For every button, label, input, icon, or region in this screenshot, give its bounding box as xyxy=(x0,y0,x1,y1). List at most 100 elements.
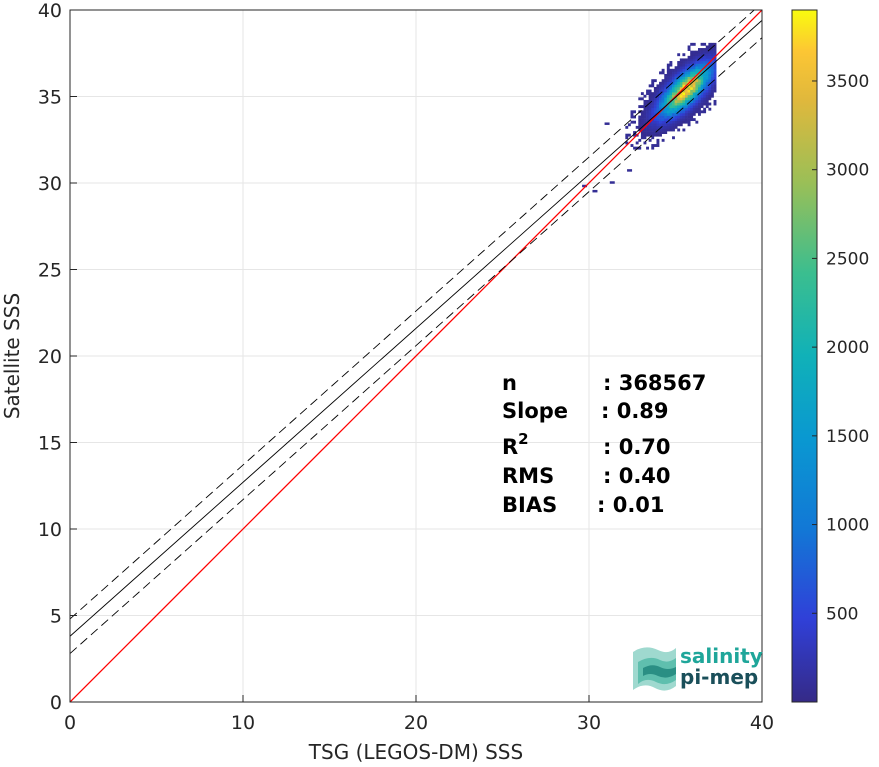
x-tick-label: 10 xyxy=(231,712,255,734)
density-cell xyxy=(703,55,707,59)
density-cell xyxy=(638,125,642,129)
density-cell xyxy=(661,125,665,129)
density-cell xyxy=(700,92,704,96)
density-cell xyxy=(708,53,712,57)
density-cell xyxy=(682,68,686,72)
stat-label-r2-base: R xyxy=(502,435,518,459)
density-cell xyxy=(713,42,717,46)
density-cell xyxy=(659,102,662,106)
density-cell xyxy=(679,99,683,103)
density-cell xyxy=(695,94,699,98)
density-cell xyxy=(697,61,701,64)
density-cell xyxy=(669,79,673,83)
density-cell xyxy=(674,89,678,93)
density-cell xyxy=(679,92,683,96)
density-cell xyxy=(651,125,655,129)
density-cell xyxy=(672,120,675,124)
density-outlier xyxy=(582,184,588,188)
density-cell xyxy=(700,63,704,67)
density-cell xyxy=(674,86,678,90)
density-cell xyxy=(682,102,686,106)
density-cell xyxy=(690,50,694,54)
density-cell xyxy=(700,50,704,54)
density-cell xyxy=(692,66,696,70)
density-cell xyxy=(697,68,701,72)
density-cell xyxy=(687,94,691,98)
density-cell xyxy=(661,84,665,88)
density-cell xyxy=(661,97,665,101)
density-cell xyxy=(664,92,668,96)
density-cell xyxy=(648,123,652,127)
density-cell xyxy=(669,94,673,98)
density-cell xyxy=(653,110,657,114)
density-cell xyxy=(661,112,665,116)
density-cell xyxy=(679,105,683,109)
density-cell xyxy=(697,79,701,83)
density-cell xyxy=(692,107,696,111)
density-cell xyxy=(666,128,670,132)
density-cell xyxy=(690,110,694,114)
density-cell xyxy=(672,92,675,96)
density-cell xyxy=(677,128,681,132)
density-cell xyxy=(710,79,714,83)
density-cell xyxy=(669,68,673,72)
density-cell xyxy=(682,71,686,75)
density-cell xyxy=(643,131,647,134)
density-cell xyxy=(682,84,686,88)
density-cell xyxy=(653,123,657,127)
colorbar-tick-label: 1500 xyxy=(826,427,869,447)
density-outlier xyxy=(592,189,598,193)
density-cell xyxy=(648,131,652,134)
density-cell xyxy=(656,92,660,96)
density-cell xyxy=(656,115,660,119)
density-cell xyxy=(697,102,701,106)
density-cell xyxy=(669,89,673,93)
density-cell xyxy=(672,136,675,140)
density-cell xyxy=(656,89,660,93)
density-cell xyxy=(669,97,673,101)
density-cell xyxy=(653,86,657,90)
density-cell xyxy=(690,94,694,98)
density-cell xyxy=(677,123,681,127)
density-cell xyxy=(664,76,668,80)
density-cell xyxy=(695,79,699,83)
density-cell xyxy=(697,105,701,109)
density-cell xyxy=(643,99,647,103)
density-cell xyxy=(703,84,707,88)
density-cell xyxy=(692,81,696,85)
density-cell xyxy=(682,76,686,80)
density-cell xyxy=(713,48,717,51)
density-cell xyxy=(690,74,694,77)
density-cell xyxy=(648,115,652,119)
density-cell xyxy=(713,79,717,83)
density-cell xyxy=(690,76,694,80)
density-cell xyxy=(666,125,670,129)
density-cell xyxy=(705,105,709,109)
stat-value-slope: : 0.89 xyxy=(601,399,669,423)
density-cell xyxy=(705,81,709,85)
density-cell xyxy=(672,71,675,75)
density-cell xyxy=(703,86,707,90)
density-cell xyxy=(700,53,704,57)
density-cell xyxy=(646,102,649,106)
density-cell xyxy=(651,81,655,85)
y-tick-label: 0 xyxy=(50,692,62,714)
density-cell xyxy=(664,84,668,88)
density-cell xyxy=(708,81,712,85)
density-cell xyxy=(705,99,709,103)
density-cell xyxy=(679,68,683,72)
density-cell xyxy=(651,144,655,147)
density-cell xyxy=(664,74,668,77)
density-cell xyxy=(682,89,686,93)
density-cell xyxy=(630,112,634,116)
density-cell xyxy=(700,74,704,77)
density-cell xyxy=(666,63,670,67)
density-cell xyxy=(669,76,673,80)
density-cell xyxy=(651,107,655,111)
density-cell xyxy=(697,107,701,111)
x-tick-label: 40 xyxy=(750,712,774,734)
density-cell xyxy=(713,89,717,93)
density-cell xyxy=(648,97,652,101)
density-cell xyxy=(656,123,660,127)
density-cell xyxy=(710,92,714,96)
